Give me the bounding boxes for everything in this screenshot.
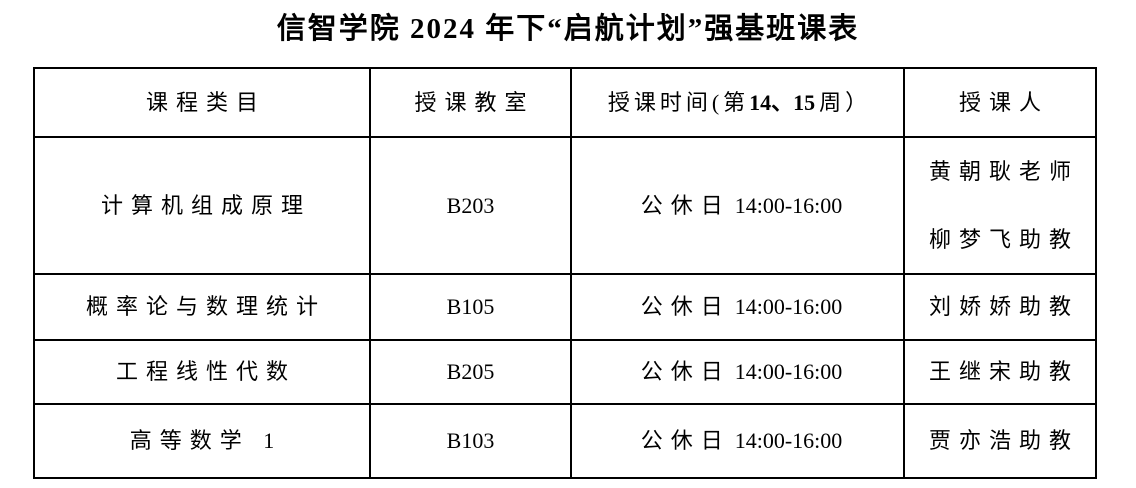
instructor-name: 黄朝耿老师 [928,159,1079,185]
course-cell: 高等数学 1 [33,403,371,479]
course-name: 高等数学 1 [129,428,283,454]
room-cell: B103 [369,403,572,479]
table-row: 高等数学 1 B103 公休日 14:00-16:00 贾亦浩助教 [33,403,1097,479]
time-range: 14:00-16:00 [734,428,843,454]
room-cell: B205 [369,339,572,405]
course-name: 工程线性代数 [115,359,296,385]
course-name: 计算机组成原理 [100,192,311,218]
col-header-time-suffix: 周） [819,89,872,115]
col-header-room: 授课教室 [369,67,572,138]
col-header-room-label: 授课教室 [414,89,535,115]
time-range: 14:00-16:00 [734,294,843,320]
page-title: 信智学院 2024 年下“启航计划”强基班课表 [276,13,860,45]
instructor-name: 刘娇娇助教 [928,294,1079,320]
time-day: 公休日 [640,359,731,385]
time-cell: 公休日 14:00-16:00 [570,403,905,479]
table-row: 工程线性代数 B205 公休日 14:00-16:00 王继宋助教 [33,339,1097,405]
col-header-course-label: 课程类目 [145,89,266,115]
room-number: B205 [446,359,495,385]
instructor-cell: 王继宋助教 [903,339,1097,405]
time-range: 14:00-16:00 [734,359,843,385]
time-day: 公休日 [640,192,731,218]
col-header-time-weeks: 14、15 [749,89,816,115]
col-header-time-prefix: 授课时间(第 [607,89,750,115]
course-cell: 概率论与数理统计 [33,273,371,341]
time-day: 公休日 [640,428,731,454]
room-cell: B203 [369,136,572,275]
time-cell: 公休日 14:00-16:00 [570,136,905,275]
time-range: 14:00-16:00 [734,192,843,218]
col-header-instructor-label: 授课人 [958,89,1049,115]
course-cell: 工程线性代数 [33,339,371,405]
room-number: B203 [446,192,495,218]
time-day: 公休日 [640,294,731,320]
col-header-instructor: 授课人 [903,67,1097,138]
instructor-name: 贾亦浩助教 [928,428,1079,454]
col-header-course: 课程类目 [33,67,371,138]
table-header-row: 课程类目 授课教室 授课时间(第14、15 周） 授课人 [33,67,1097,138]
instructor-cell: 贾亦浩助教 [903,403,1097,479]
col-header-time: 授课时间(第14、15 周） [570,67,905,138]
instructor-cell: 黄朝耿老师 柳梦飞助教 [903,136,1097,275]
instructor-name: 王继宋助教 [928,359,1079,385]
time-cell: 公休日 14:00-16:00 [570,339,905,405]
course-cell: 计算机组成原理 [33,136,371,275]
time-cell: 公休日 14:00-16:00 [570,273,905,341]
table-row: 计算机组成原理 B203 公休日 14:00-16:00 黄朝耿老师 柳梦飞助教 [33,136,1097,275]
room-cell: B105 [369,273,572,341]
schedule-table: 课程类目 授课教室 授课时间(第14、15 周） 授课人 计算机组成原理 B203… [33,67,1097,479]
room-number: B103 [446,428,495,454]
instructor-cell: 刘娇娇助教 [903,273,1097,341]
course-name: 概率论与数理统计 [85,294,326,320]
room-number: B105 [446,294,495,320]
table-row: 概率论与数理统计 B105 公休日 14:00-16:00 刘娇娇助教 [33,273,1097,341]
instructor-name: 柳梦飞助教 [928,226,1079,252]
instructor-list: 黄朝耿老师 柳梦飞助教 [906,159,1094,252]
